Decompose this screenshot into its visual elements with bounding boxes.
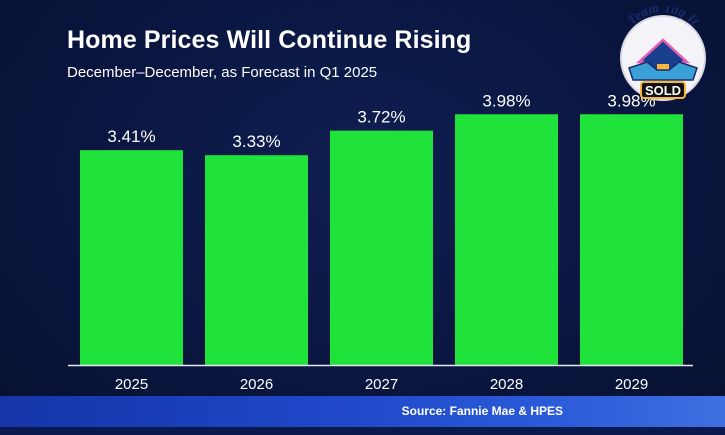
bar-2028 bbox=[455, 114, 558, 365]
footer-bar: Source: Fannie Mae & HPES bbox=[0, 396, 725, 427]
bottom-strip bbox=[0, 427, 725, 435]
x-tick-label-2028: 2028 bbox=[490, 376, 523, 393]
team-tag-it-logo: Team Tag It SOLD bbox=[620, 6, 706, 101]
x-tick-label-2027: 2027 bbox=[365, 376, 398, 393]
bar-2029 bbox=[580, 114, 683, 365]
bar-2025 bbox=[80, 150, 183, 365]
data-label-2026: 3.33% bbox=[232, 132, 280, 151]
bar-chart: 3.41%20253.33%20263.72%20273.98%20283.98… bbox=[68, 91, 693, 393]
bar-2027 bbox=[330, 130, 433, 365]
x-tick-label-2026: 2026 bbox=[240, 376, 273, 393]
bar-2026 bbox=[205, 155, 308, 365]
logo-sold-text: SOLD bbox=[645, 83, 681, 98]
source-note: Source: Fannie Mae & HPES bbox=[401, 404, 563, 418]
data-label-2025: 3.41% bbox=[107, 127, 155, 146]
chart-title: Home Prices Will Continue Rising bbox=[67, 26, 472, 54]
chart-subtitle: December–December, as Forecast in Q1 202… bbox=[67, 64, 378, 81]
x-tick-label-2029: 2029 bbox=[615, 376, 648, 393]
x-tick-label-2025: 2025 bbox=[115, 376, 148, 393]
data-label-2028: 3.98% bbox=[482, 91, 530, 110]
data-label-2027: 3.72% bbox=[357, 108, 405, 127]
